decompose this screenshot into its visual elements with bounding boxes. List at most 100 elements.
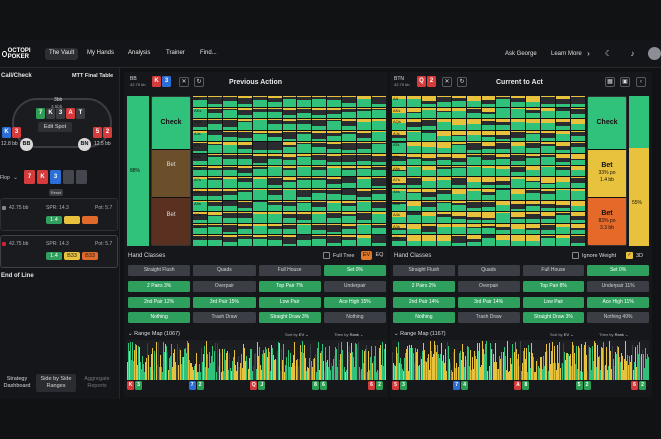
matrix-cell[interactable] [511,212,526,223]
p1-bet-block-2[interactable]: Bet [152,197,190,245]
p1-eq-toggle[interactable]: EQ [375,252,384,258]
matrix-cell[interactable] [466,96,481,107]
matrix-cell[interactable] [451,165,466,177]
p1-bet-block-1[interactable]: Bet [152,149,190,197]
matrix-cell[interactable] [357,188,372,200]
matrix-cell[interactable] [451,200,466,212]
matrix-cell[interactable] [541,223,556,235]
matrix-cell[interactable] [436,188,451,200]
matrix-cell[interactable] [421,142,436,154]
matrix-cell[interactable] [406,212,421,223]
matrix-cell[interactable] [481,177,496,188]
matrix-cell[interactable] [342,177,357,188]
hand-class-button[interactable]: Quads [457,265,520,276]
matrix-cell[interactable] [297,142,312,154]
matrix-cell[interactable] [436,200,451,212]
matrix-cell[interactable] [466,235,481,246]
hand-class-button[interactable]: Straight Flush [393,265,455,276]
matrix-cell[interactable]: AJs [193,130,207,142]
hand-class-button[interactable]: 2nd Pair 14% [393,296,455,308]
matrix-cell[interactable] [526,212,541,223]
row-bet-chip[interactable]: B33 [64,252,80,260]
matrix-cell[interactable] [207,177,222,188]
matrix-cell[interactable] [327,165,342,177]
hand-class-button[interactable]: Trash Draw [457,312,520,324]
matrix-cell[interactable] [556,107,571,119]
matrix-cell[interactable] [406,119,421,130]
hand-class-button[interactable]: Straight Draw 3% [258,312,321,324]
matrix-cell[interactable] [406,142,421,154]
matrix-cell[interactable] [526,107,541,119]
matrix-cell[interactable] [342,235,357,246]
matrix-cell[interactable] [571,212,585,223]
hand-class-button[interactable]: Overpair [193,280,256,292]
matrix-cell[interactable] [297,165,312,177]
matrix-cell[interactable] [571,200,585,212]
matrix-cell[interactable] [406,130,421,142]
matrix-cell[interactable] [267,142,282,154]
grid-icon[interactable]: ▦ [605,77,615,87]
matrix-cell[interactable] [436,212,451,223]
matrix-cell[interactable] [267,188,282,200]
matrix-cell[interactable] [541,107,556,119]
matrix-cell[interactable] [526,200,541,212]
matrix-cell[interactable] [312,223,327,235]
matrix-cell[interactable] [222,130,237,142]
matrix-cell[interactable] [372,107,386,119]
matrix-cell[interactable] [481,96,496,107]
matrix-cell[interactable] [237,188,252,200]
matrix-cell[interactable] [496,223,511,235]
matrix-cell[interactable] [436,235,451,246]
matrix-cell[interactable]: A3s [392,223,406,235]
matrix-cell[interactable] [556,212,571,223]
row-bet-chip[interactable] [82,216,98,224]
matrix-cell[interactable] [237,96,252,107]
matrix-cell[interactable] [421,96,436,107]
matrix-cell[interactable] [451,107,466,119]
matrix-cell[interactable] [372,119,386,130]
matrix-cell[interactable] [312,130,327,142]
matrix-cell[interactable] [297,200,312,212]
matrix-cell[interactable] [252,212,267,223]
matrix-cell[interactable] [312,212,327,223]
matrix-cell[interactable] [252,188,267,200]
matrix-cell[interactable] [571,165,585,177]
octopi-logo[interactable]: OCTOPI POKER [2,46,38,62]
matrix-cell[interactable] [436,177,451,188]
hand-class-button[interactable]: Low Pair [258,296,321,308]
hand-class-button[interactable]: Ace High 11% [587,296,649,308]
p2-check-block[interactable]: Check [588,97,626,149]
matrix-cell[interactable] [451,96,466,107]
hand-class-button[interactable]: Full House [522,265,585,276]
matrix-cell[interactable] [466,165,481,177]
matrix-cell[interactable] [526,130,541,142]
matrix-cell[interactable] [342,130,357,142]
matrix-cell[interactable] [207,119,222,130]
matrix-cell[interactable] [267,177,282,188]
hand-class-button[interactable]: 3rd Pair 14% [457,296,520,308]
matrix-cell[interactable] [267,200,282,212]
matrix-cell[interactable] [481,200,496,212]
matrix-cell[interactable] [436,142,451,154]
hand-class-button[interactable]: Underpair [323,280,386,292]
p1-sort-by[interactable]: Sort by EV ⌄ [285,332,309,337]
matrix-cell[interactable]: A9s [193,154,207,165]
matrix-cell[interactable] [222,200,237,212]
action-row-1[interactable] [0,198,118,231]
hand-class-button[interactable]: Quads [193,265,256,276]
matrix-cell[interactable] [312,96,327,107]
hand-class-button[interactable]: Underpair 11% [587,280,649,292]
matrix-cell[interactable]: A9s [392,154,406,165]
matrix-cell[interactable] [481,212,496,223]
matrix-cell[interactable] [541,200,556,212]
matrix-cell[interactable] [372,165,386,177]
matrix-cell[interactable] [571,235,585,246]
matrix-cell[interactable] [481,119,496,130]
matrix-cell[interactable] [496,188,511,200]
matrix-cell[interactable]: AKs [392,107,406,119]
matrix-cell[interactable] [207,188,222,200]
matrix-cell[interactable] [571,154,585,165]
matrix-cell[interactable] [327,154,342,165]
matrix-cell[interactable] [451,177,466,188]
matrix-cell[interactable] [207,223,222,235]
